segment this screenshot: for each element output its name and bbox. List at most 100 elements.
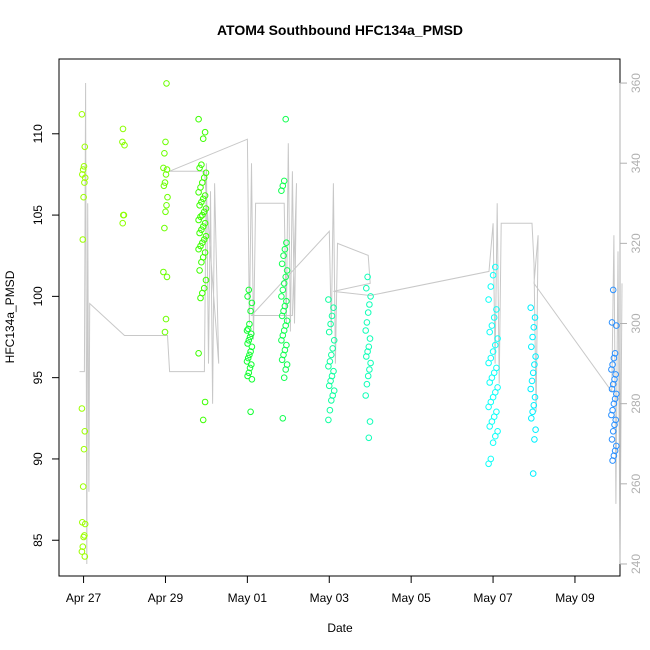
plot-frame — [58, 58, 621, 577]
data-point — [245, 286, 253, 294]
data-point — [278, 312, 286, 320]
data-point — [161, 328, 169, 336]
data-point — [163, 80, 170, 87]
chart-title: ATOM4 Southbound HFC134a_PMSD — [217, 22, 463, 38]
data-point — [245, 369, 253, 377]
data-point — [202, 205, 210, 212]
data-point — [489, 439, 497, 447]
data-point — [162, 208, 169, 216]
data-point — [201, 219, 209, 227]
data-point — [330, 337, 338, 344]
data-point — [79, 166, 87, 173]
data-point — [485, 403, 492, 411]
data-point — [366, 335, 374, 342]
data-point — [278, 293, 285, 300]
data-point — [243, 327, 251, 334]
data-point — [81, 553, 89, 560]
data-point — [160, 164, 167, 172]
data-point — [244, 325, 252, 333]
data-point — [528, 343, 535, 351]
data-point — [532, 353, 539, 360]
data-point — [202, 276, 210, 284]
data-point — [365, 434, 373, 442]
data-point — [366, 366, 373, 373]
data-point — [363, 380, 371, 388]
data-point — [328, 312, 336, 320]
data-point — [195, 350, 202, 357]
data-point — [325, 416, 332, 424]
y-tick-label: 110 — [31, 124, 45, 143]
data-point — [489, 271, 497, 279]
data-point — [611, 350, 619, 357]
data-point — [528, 415, 535, 422]
data-point — [492, 341, 499, 349]
data-point — [364, 309, 372, 316]
data-point — [529, 408, 536, 416]
data-point — [200, 236, 208, 243]
data-point — [119, 219, 126, 227]
x-tick-label: May 01 — [228, 591, 268, 605]
data-point — [81, 174, 89, 181]
data-point — [366, 301, 373, 308]
data-point — [195, 216, 202, 224]
data-point — [364, 273, 371, 281]
data-point — [608, 411, 615, 419]
data-point — [486, 379, 494, 386]
data-point — [367, 293, 374, 300]
y-tick-label: 95 — [31, 371, 45, 385]
data-point — [247, 408, 254, 416]
data-point — [527, 385, 535, 393]
data-point — [367, 359, 374, 367]
data-point — [531, 393, 539, 401]
data-point — [246, 333, 254, 341]
data-point — [280, 374, 288, 382]
data-point — [530, 324, 538, 331]
altitude-line — [79, 82, 623, 565]
data-point — [325, 328, 333, 336]
data-point — [196, 267, 203, 274]
data-point — [246, 351, 253, 359]
data-point — [162, 315, 170, 323]
data-point — [195, 245, 202, 253]
x-axis-label: Date — [327, 621, 353, 635]
data-point — [608, 436, 616, 443]
data-point — [280, 280, 288, 287]
data-point — [247, 307, 254, 315]
data-point — [200, 208, 208, 216]
data-point — [163, 166, 171, 173]
data-point — [161, 224, 168, 232]
data-point — [282, 366, 290, 373]
data-point — [363, 284, 370, 292]
data-point — [494, 335, 501, 342]
data-point — [489, 348, 497, 355]
x-tick-label: May 03 — [310, 591, 350, 605]
data-point — [80, 193, 87, 201]
data-point — [325, 363, 332, 370]
data-point — [492, 263, 499, 271]
data-point — [328, 351, 335, 359]
data-point — [201, 398, 209, 406]
data-point — [120, 211, 127, 219]
data-point — [490, 314, 498, 321]
data-point — [610, 400, 618, 408]
data-point — [247, 348, 254, 355]
data-point — [493, 306, 500, 313]
data-point — [531, 314, 539, 321]
data-point — [244, 372, 251, 380]
data-point — [121, 141, 128, 149]
data-point — [279, 415, 287, 422]
data-point — [81, 143, 89, 151]
data-point — [532, 426, 539, 434]
data-point — [363, 319, 371, 326]
data-point — [365, 343, 373, 351]
data-point — [81, 428, 89, 435]
data-point — [78, 548, 86, 555]
data-point — [196, 202, 203, 209]
y-tick-label: 105 — [31, 205, 45, 225]
data-point — [492, 432, 499, 440]
y-axis-right: 240 260 280 300 320 340 360 — [619, 73, 643, 574]
data-point — [244, 340, 251, 347]
data-point — [201, 128, 209, 136]
data-point — [278, 187, 285, 194]
data-point — [608, 385, 616, 393]
